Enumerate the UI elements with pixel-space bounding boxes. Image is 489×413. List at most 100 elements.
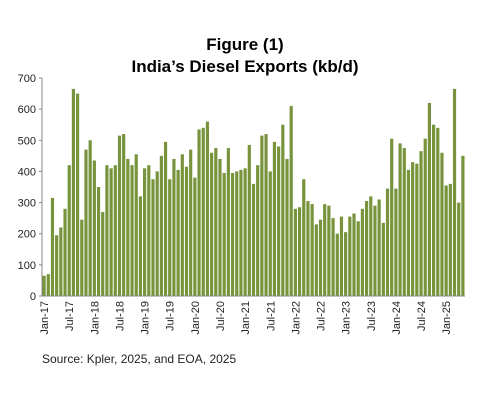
- bar: [339, 216, 344, 296]
- x-tick-label: Jul-18: [114, 301, 126, 331]
- bar: [256, 165, 260, 296]
- bar: [277, 146, 281, 296]
- bar: [247, 144, 251, 296]
- bar: [381, 222, 385, 296]
- y-tick-label: 0: [30, 291, 36, 303]
- bar: [285, 158, 289, 296]
- bar: [197, 129, 201, 296]
- bar: [360, 208, 364, 296]
- bar: [289, 106, 293, 297]
- bar: [394, 188, 398, 296]
- bar: [109, 168, 113, 296]
- bar: [130, 165, 134, 296]
- bar: [84, 149, 88, 296]
- bar: [50, 197, 55, 296]
- source-note: Source: Kpler, 2025, and EOA, 2025: [42, 352, 236, 366]
- x-tick-label: Jan-21: [240, 301, 252, 335]
- bar: [138, 196, 143, 296]
- bar: [327, 205, 331, 296]
- x-tick-label: Jan-20: [190, 301, 202, 335]
- y-tick-label: 300: [18, 198, 36, 210]
- x-tick-label: Jul-20: [215, 301, 227, 331]
- bar: [201, 127, 205, 296]
- bar: [126, 158, 130, 296]
- bar: [117, 135, 122, 296]
- bar: [214, 148, 218, 296]
- bar: [176, 169, 180, 296]
- bar: [122, 134, 126, 296]
- x-tick-label: Jan-23: [341, 301, 353, 335]
- y-tick-label: 700: [18, 73, 36, 85]
- x-tick-label: Jan-19: [140, 301, 152, 335]
- bar: [318, 219, 323, 296]
- bar: [398, 143, 402, 296]
- bar: [59, 227, 63, 296]
- bar: [390, 138, 394, 296]
- bar: [377, 199, 381, 296]
- bar: [71, 88, 76, 297]
- bar: [222, 172, 226, 296]
- bar: [264, 134, 268, 296]
- bar: [189, 149, 193, 296]
- bar: [134, 154, 138, 296]
- bar: [168, 179, 172, 296]
- y-tick-label: 200: [18, 229, 36, 241]
- bar: [159, 155, 163, 296]
- bar: [348, 216, 352, 296]
- bar: [92, 160, 96, 296]
- bar: [251, 183, 256, 296]
- bar: [113, 165, 117, 296]
- x-tick-label: Jul-17: [64, 301, 76, 331]
- bar: [76, 93, 80, 296]
- bar: [306, 201, 310, 296]
- x-tick-label: Jul-21: [265, 301, 277, 331]
- x-tick-label: Jul-22: [316, 301, 328, 331]
- bar: [314, 224, 318, 296]
- bar: [293, 208, 297, 296]
- bar: [411, 162, 415, 296]
- bar: [205, 121, 210, 296]
- bar: [272, 141, 277, 296]
- y-tick-label: 600: [18, 104, 36, 116]
- bar: [101, 211, 105, 296]
- bar: [444, 185, 448, 296]
- bar: [172, 158, 176, 296]
- bar: [210, 152, 214, 296]
- x-tick-label: Jan-25: [441, 301, 453, 335]
- bar: [419, 151, 423, 296]
- bar: [364, 201, 369, 296]
- bar: [184, 166, 189, 296]
- bar: [331, 218, 335, 296]
- bar: [431, 124, 436, 296]
- x-tick-label: Jul-23: [366, 301, 378, 331]
- bar: [373, 205, 377, 296]
- bar: [452, 88, 457, 297]
- bar: [67, 165, 71, 296]
- bar: [235, 171, 239, 296]
- bar: [344, 232, 348, 296]
- bar: [323, 204, 327, 296]
- bar: [226, 148, 230, 296]
- bar: [406, 169, 411, 296]
- bar: [243, 168, 247, 296]
- bar: [461, 155, 465, 296]
- bar: [88, 140, 92, 296]
- x-tick-label: Jan-17: [39, 301, 51, 335]
- chart-title: Figure (1): [206, 35, 283, 54]
- bar: [281, 124, 285, 296]
- bar: [369, 196, 373, 296]
- bar: [42, 275, 46, 296]
- bar: [96, 187, 101, 296]
- bar: [297, 207, 302, 296]
- bar: [260, 135, 264, 296]
- bar: [402, 148, 406, 296]
- bar: [46, 274, 50, 296]
- y-tick-label: 500: [18, 135, 36, 147]
- x-tick-label: Jul-19: [165, 301, 177, 331]
- bar: [218, 158, 222, 296]
- bar: [415, 163, 419, 296]
- bar: [163, 141, 168, 296]
- bar: [448, 183, 452, 296]
- bar: [55, 235, 59, 296]
